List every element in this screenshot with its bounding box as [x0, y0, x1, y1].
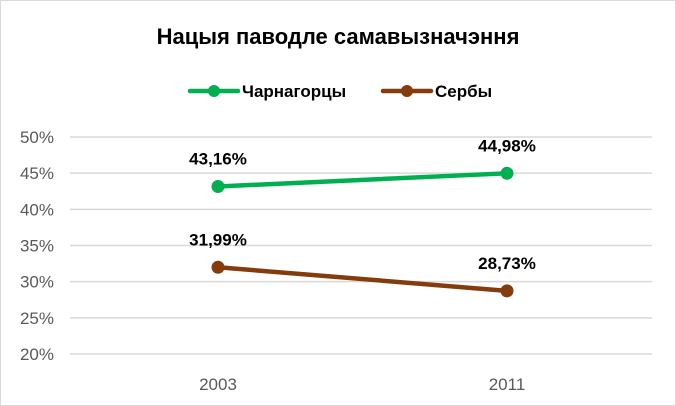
gridlines — [70, 136, 652, 355]
y-tick-label: 45% — [20, 164, 54, 183]
y-tick-label: 25% — [20, 309, 54, 328]
data-point — [211, 260, 225, 274]
y-axis-ticks: 20% 25% 30% 35% 40% 45% 50% — [20, 128, 54, 364]
legend-label: Чарнагорцы — [242, 82, 346, 101]
data-point — [500, 284, 514, 298]
y-tick-label: 20% — [20, 345, 54, 364]
legend-label: Сербы — [435, 82, 492, 101]
data-label: 43,16% — [189, 149, 247, 168]
y-tick-label: 30% — [20, 273, 54, 292]
legend-marker — [401, 85, 413, 97]
data-label: 28,73% — [478, 254, 536, 273]
x-axis-ticks: 2003 2011 — [199, 375, 525, 394]
x-tick-label: 2011 — [489, 375, 526, 394]
data-point — [500, 166, 514, 180]
y-tick-label: 35% — [20, 237, 54, 256]
series-line-1 — [215, 265, 510, 294]
legend-marker — [208, 85, 220, 97]
y-tick-label: 40% — [20, 200, 54, 219]
x-tick-label: 2003 — [199, 375, 237, 394]
series-line-0 — [215, 171, 510, 189]
chart-title: Нацыя паводле самавызначэння — [157, 24, 520, 49]
series: 43,16% 44,98% 31,99% 28,73% — [189, 136, 536, 298]
data-point — [211, 179, 225, 193]
legend: Чарнагорцы Сербы — [187, 82, 492, 101]
data-label: 44,98% — [478, 136, 536, 155]
y-tick-label: 50% — [20, 128, 54, 147]
data-label: 31,99% — [189, 230, 247, 249]
